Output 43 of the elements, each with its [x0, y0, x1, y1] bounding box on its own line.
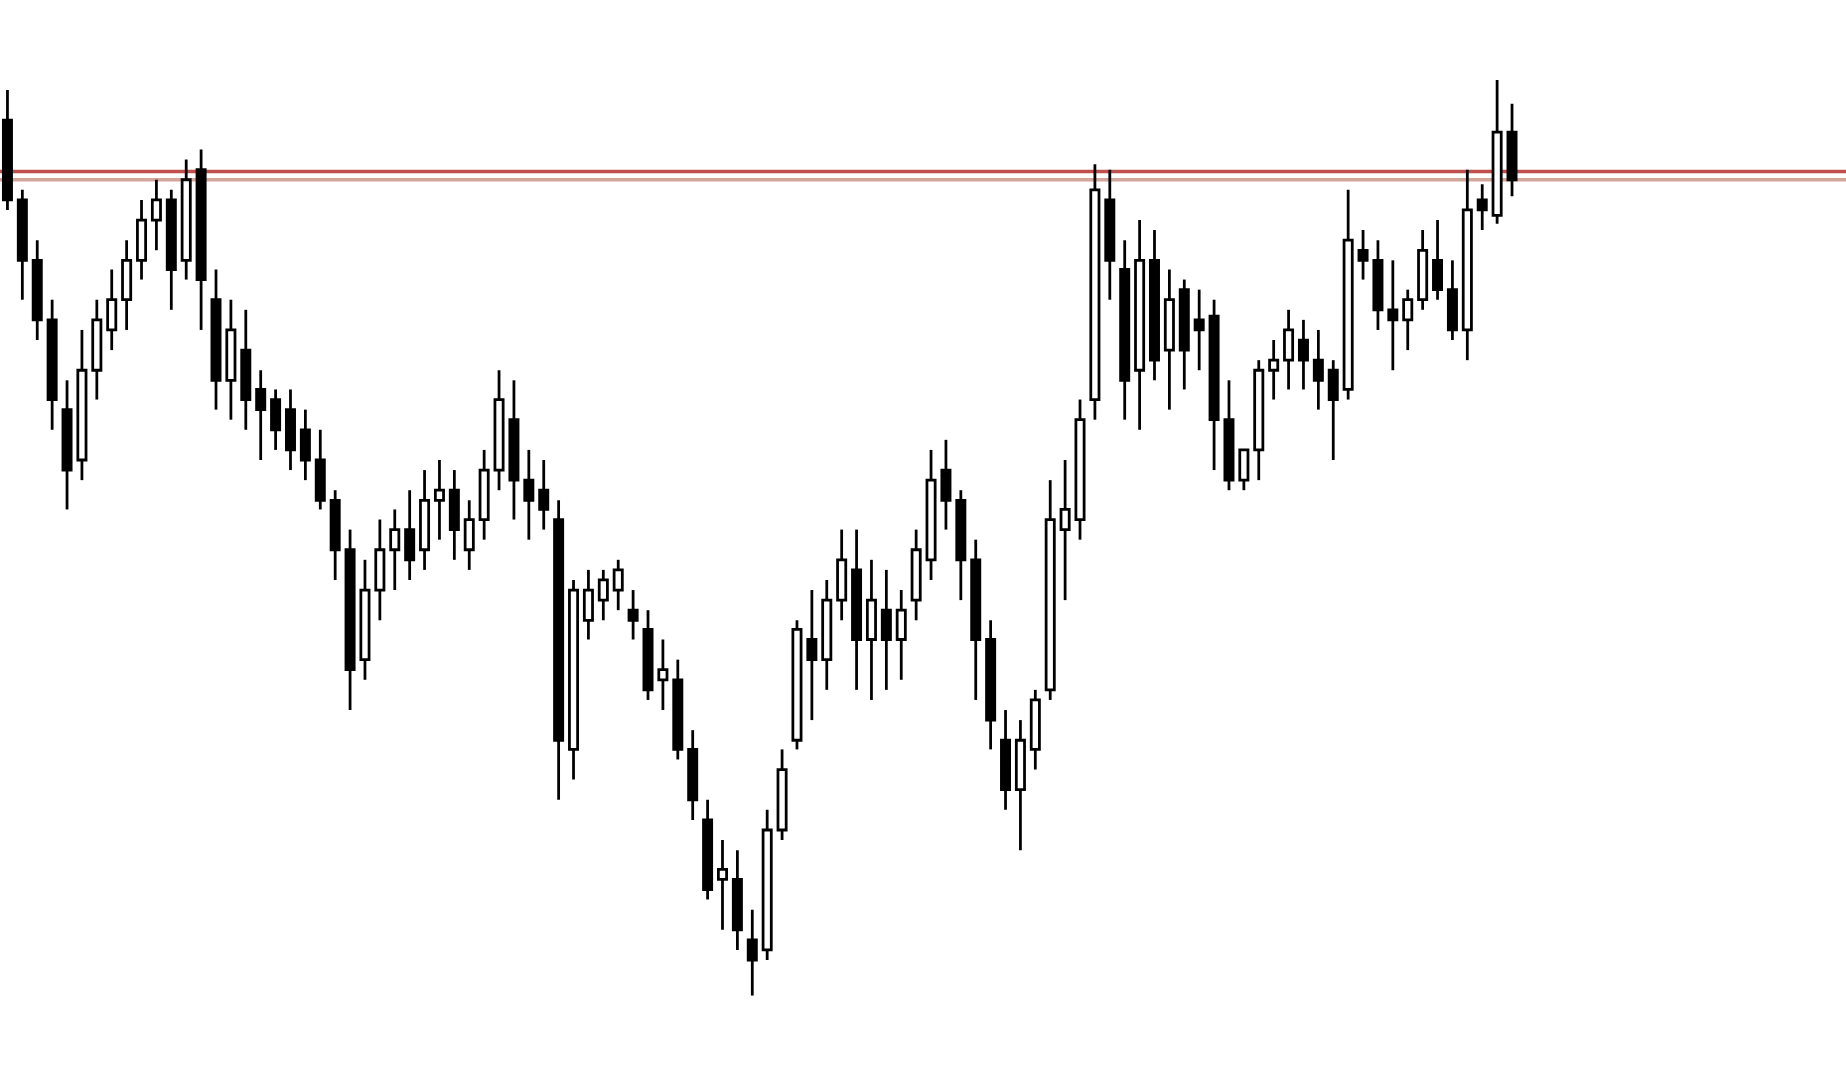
candlestick [523, 448, 535, 542]
candlestick [1476, 182, 1488, 232]
candlestick [121, 238, 133, 332]
candlestick [880, 568, 892, 692]
candlestick [627, 588, 639, 641]
candlestick [299, 408, 311, 482]
candlestick [612, 558, 624, 612]
candlestick [389, 508, 401, 592]
candlestick [314, 428, 326, 511]
candlestick [1327, 358, 1339, 462]
candlestick [657, 638, 669, 712]
candlestick [404, 488, 416, 582]
candlestick [717, 838, 728, 932]
candlestick [1283, 308, 1295, 391]
candlestick [1297, 318, 1309, 391]
candlestick [150, 178, 162, 252]
candlestick [895, 588, 907, 682]
candlestick [448, 468, 460, 562]
candlestick [1193, 288, 1205, 372]
candlestick [374, 518, 386, 622]
candlestick [136, 198, 148, 281]
candlestick [270, 388, 282, 452]
candlestick [1312, 328, 1324, 412]
candlestick [1446, 258, 1458, 342]
candlestick [1238, 448, 1250, 492]
candlestick [836, 528, 848, 622]
candlestick [106, 268, 118, 352]
candlestick [865, 558, 877, 702]
candlestick [597, 568, 609, 622]
candlestick [806, 588, 818, 722]
candlestick [1387, 258, 1399, 372]
candlestick [1432, 218, 1444, 302]
candlestick [746, 908, 758, 996]
candlestick [538, 458, 550, 531]
candlestick [1268, 338, 1280, 401]
candlestick [582, 568, 594, 641]
candlestick [255, 368, 267, 462]
candlestick [433, 458, 445, 542]
candlestick [1402, 288, 1414, 352]
candlestick [463, 498, 475, 572]
candlestick [1059, 458, 1071, 602]
candlestick [1506, 102, 1518, 198]
candlestick [285, 388, 296, 472]
